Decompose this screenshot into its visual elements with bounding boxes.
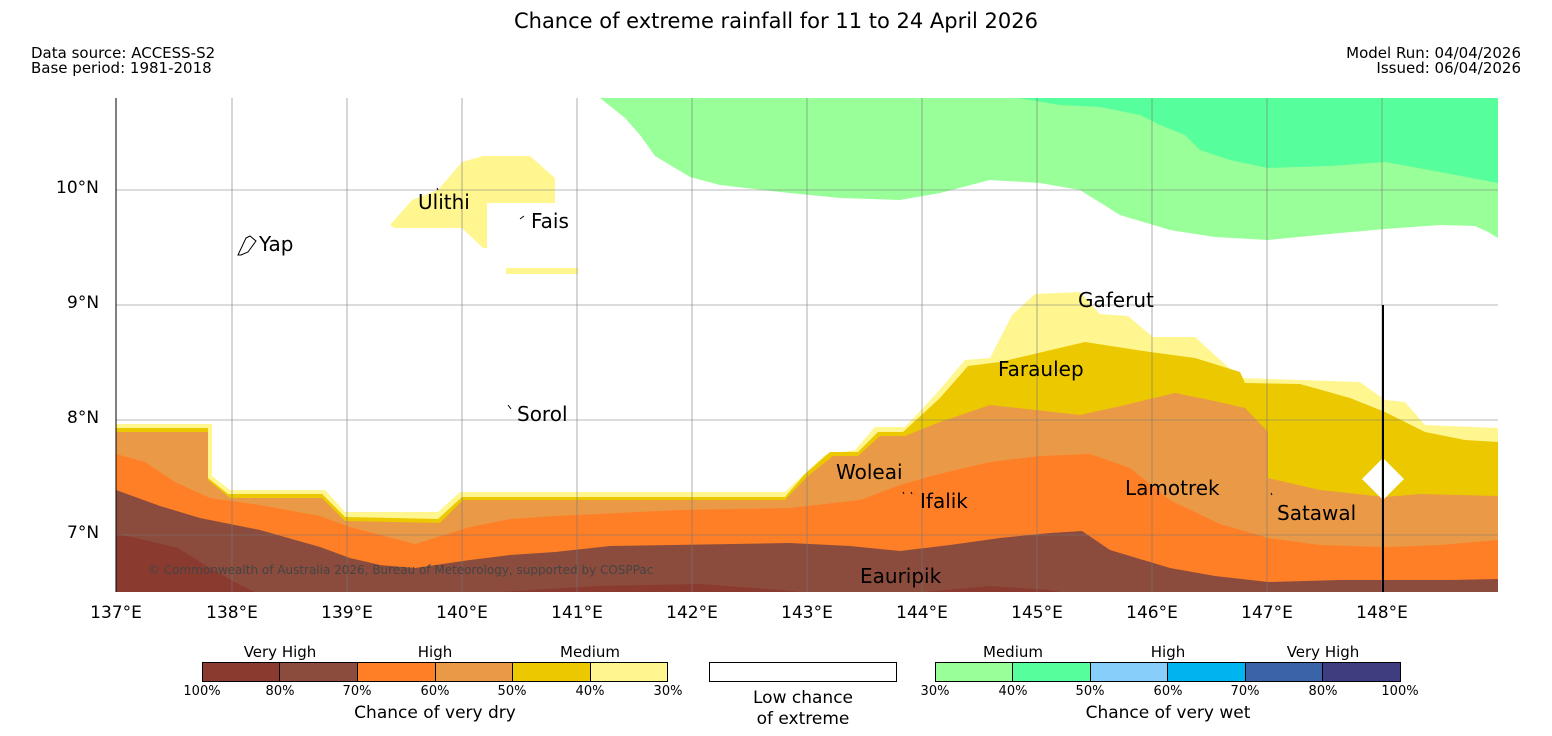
- place-label-lamotrek: Lamotrek: [1125, 476, 1220, 500]
- model-run: Model Run: 04/04/2026: [1346, 44, 1521, 62]
- dry-swatch: [202, 662, 280, 682]
- lon-tick: 142°E: [666, 603, 718, 623]
- place-label-satawal: Satawal: [1277, 501, 1357, 525]
- dry-swatch: [512, 662, 591, 682]
- data-source: Data source: ACCESS-S2: [31, 44, 216, 62]
- dry-tick: 70%: [342, 684, 372, 699]
- wet-swatch: [1167, 662, 1246, 682]
- wet-tick: 80%: [1308, 684, 1338, 699]
- dry-tick: 100%: [183, 684, 221, 699]
- lon-tick: 146°E: [1126, 603, 1178, 623]
- map-title: Chance of extreme rainfall for 11 to 24 …: [513, 9, 1039, 33]
- dry-tick: 50%: [497, 684, 527, 699]
- place-label-ulithi: Ulithi: [418, 190, 470, 214]
- dry-tick: 40%: [575, 684, 605, 699]
- neutral-label-line2: of extreme: [756, 709, 850, 729]
- wet-swatch: [1012, 662, 1091, 682]
- lon-tick: 145°E: [1011, 603, 1063, 623]
- dry-caption: Chance of very dry: [354, 703, 516, 723]
- place-label-sorol: Sorol: [517, 402, 568, 426]
- lon-tick: 140°E: [436, 603, 488, 623]
- place-label-woleai: Woleai: [836, 460, 903, 484]
- wet-high-region: [1018, 98, 1498, 183]
- dry-extreme-region: [925, 586, 1060, 592]
- dry-tick: 30%: [653, 684, 683, 699]
- wet-category-label: Very High: [1286, 643, 1360, 661]
- dry-extreme-region: [116, 534, 255, 592]
- lon-tick: 138°E: [206, 603, 258, 623]
- dry-very-high-region: [116, 490, 1498, 592]
- dry-swatch: [435, 662, 513, 682]
- place-label-faraulep: Faraulep: [998, 357, 1084, 381]
- wet-tick: 40%: [998, 684, 1028, 699]
- dry-tick: 80%: [265, 684, 295, 699]
- base-period: Base period: 1981-2018: [31, 59, 212, 77]
- lon-tick: 144°E: [896, 603, 948, 623]
- yap-island-icon: [237, 235, 257, 256]
- wet-category-label: High: [1150, 643, 1186, 661]
- dry-category-label: Very High: [243, 643, 317, 661]
- copyright-notice: © Commonwealth of Australia 2026, Bureau…: [148, 563, 654, 577]
- dry-category-label: High: [417, 643, 453, 661]
- dry-category-label: Medium: [560, 643, 620, 661]
- wet-tick: 30%: [920, 684, 950, 699]
- place-label-yap: Yap: [259, 232, 294, 256]
- lon-tick: 148°E: [1356, 603, 1408, 623]
- dry-tick: 60%: [420, 684, 450, 699]
- lat-tick: 8°N: [67, 408, 100, 428]
- lon-tick: 139°E: [321, 603, 373, 623]
- dry-swatch: [590, 662, 668, 682]
- island-shapes: [237, 187, 1273, 496]
- dry-medium-patch: [506, 268, 578, 274]
- lat-tick: 7°N: [67, 523, 100, 543]
- lon-tick: 141°E: [551, 603, 603, 623]
- lat-tick: 10°N: [56, 178, 99, 198]
- neutral-label-line1: Low chance: [753, 688, 853, 708]
- lon-tick: 143°E: [781, 603, 833, 623]
- lon-tick: 147°E: [1241, 603, 1293, 623]
- dry-swatch: [279, 662, 358, 682]
- dry-medium-patch: [390, 156, 555, 248]
- wet-tick: 100%: [1381, 684, 1419, 699]
- dry-swatch: [357, 662, 436, 682]
- issued-date: Issued: 06/04/2026: [1376, 59, 1521, 77]
- wet-tick: 70%: [1230, 684, 1260, 699]
- wet-swatch: [935, 662, 1013, 682]
- wet-swatch: [1090, 662, 1168, 682]
- place-label-ifalik: Ifalik: [920, 489, 968, 513]
- wet-tick: 60%: [1153, 684, 1183, 699]
- wet-caption: Chance of very wet: [1085, 703, 1251, 723]
- place-label-gaferut: Gaferut: [1078, 288, 1154, 312]
- wet-swatch: [1322, 662, 1401, 682]
- place-label-eauripik: Eauripik: [860, 564, 942, 588]
- wet-tick: 50%: [1075, 684, 1105, 699]
- neutral-swatch: [709, 662, 897, 682]
- wet-swatch: [1245, 662, 1323, 682]
- lon-tick: 137°E: [90, 603, 142, 623]
- wet-category-label: Medium: [983, 643, 1043, 661]
- place-label-fais: Fais: [531, 209, 569, 233]
- dry-extreme-region: [500, 584, 800, 592]
- lat-tick: 9°N: [67, 293, 100, 313]
